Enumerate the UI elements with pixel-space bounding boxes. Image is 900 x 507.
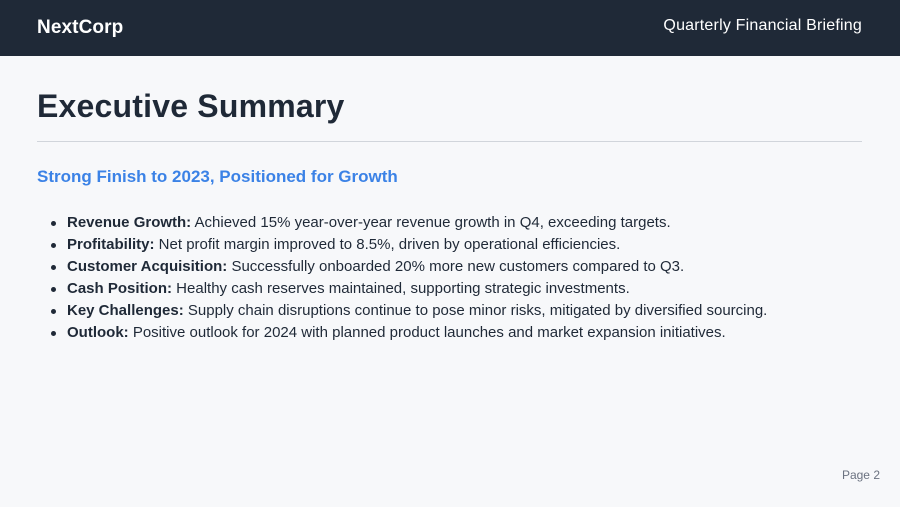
title-divider [37, 141, 862, 142]
bullet-text: Achieved 15% year-over-year revenue grow… [191, 214, 671, 231]
brand-logo-text: NextCorp [37, 17, 124, 38]
bullet-item-profitability: Profitability: Net profit margin improve… [37, 234, 867, 256]
bullet-text: Positive outlook for 2024 with planned p… [128, 324, 726, 341]
bullet-label: Revenue Growth: [67, 214, 192, 231]
bullet-label: Profitability: [67, 236, 155, 253]
summary-bullet-list: Revenue Growth: Achieved 15% year-over-y… [37, 212, 867, 344]
bullet-label: Outlook: [67, 324, 129, 341]
header-bar: NextCorp Quarterly Financial Briefing [0, 0, 900, 56]
bullet-text: Successfully onboarded 20% more new cust… [227, 258, 685, 275]
bullet-text: Net profit margin improved to 8.5%, driv… [154, 236, 621, 253]
deck-title: Quarterly Financial Briefing [663, 17, 862, 34]
bullet-item-outlook: Outlook: Positive outlook for 2024 with … [37, 322, 867, 344]
slide-subtitle: Strong Finish to 2023, Positioned for Gr… [37, 167, 398, 186]
bullet-label: Customer Acquisition: [67, 258, 228, 275]
bullet-dot-icon [51, 331, 56, 336]
bullet-dot-icon [51, 243, 56, 248]
bullet-item-cash-position: Cash Position: Healthy cash reserves mai… [37, 278, 867, 300]
bullet-item-revenue-growth: Revenue Growth: Achieved 15% year-over-y… [37, 212, 867, 234]
bullet-dot-icon [51, 287, 56, 292]
bullet-item-key-challenges: Key Challenges: Supply chain disruptions… [37, 300, 867, 322]
bullet-label: Cash Position: [67, 280, 173, 297]
bullet-dot-icon [51, 265, 56, 270]
bullet-item-customer-acquisition: Customer Acquisition: Successfully onboa… [37, 256, 867, 278]
bullet-text: Healthy cash reserves maintained, suppor… [172, 280, 630, 297]
bullet-dot-icon [51, 221, 56, 226]
bullet-dot-icon [51, 309, 56, 314]
slide-title: Executive Summary [37, 88, 345, 124]
page-number: Page 2 [841, 468, 880, 482]
bullet-label: Key Challenges: [67, 302, 184, 319]
bullet-text: Supply chain disruptions continue to pos… [183, 302, 768, 319]
